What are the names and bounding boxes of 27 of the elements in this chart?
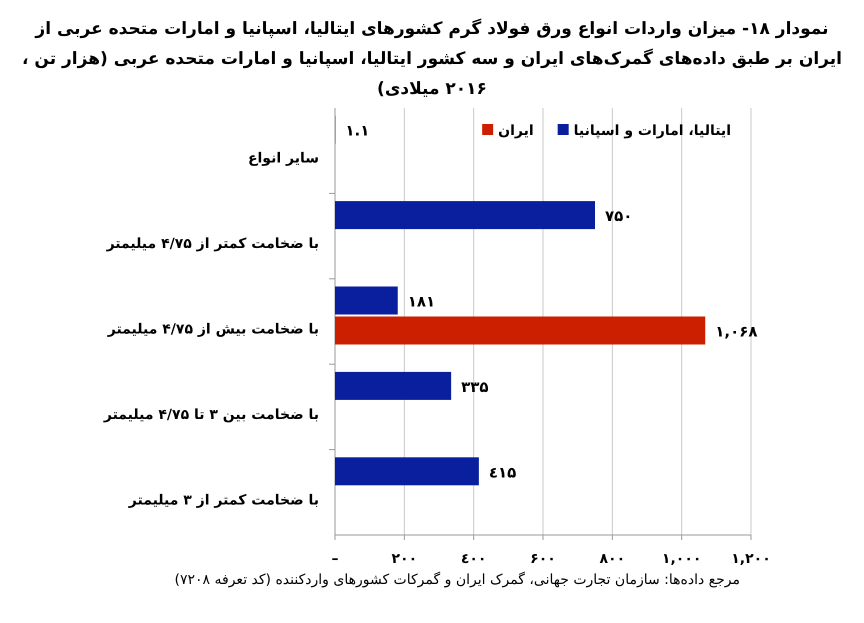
y-tick-label: با ضخامت کمتر از ۳ میلیمتر bbox=[128, 492, 319, 508]
x-tick-label: ۲۰۰ bbox=[392, 551, 418, 567]
y-tick-label: با ضخامت بیش از ۴/۷۵ میلیمتر bbox=[106, 322, 319, 338]
legend-label: ایتالیا، امارات و اسپانیا bbox=[574, 123, 731, 139]
bar bbox=[335, 201, 595, 230]
y-tick-label: با ضخامت بین ۳ تا ۴/۷۵ میلیمتر bbox=[102, 406, 319, 423]
x-tick-label: ٤۰۰ bbox=[460, 551, 486, 567]
bar bbox=[335, 372, 452, 400]
x-tick-label: ۱,۲۰۰ bbox=[731, 551, 771, 567]
bar bbox=[335, 457, 479, 486]
data-label: ۳۳۵ bbox=[461, 378, 489, 396]
x-tick-label: ۱,۰۰۰ bbox=[662, 551, 702, 567]
data-label: ٤۱۵ bbox=[488, 463, 516, 482]
data-label: ۷۵۰ bbox=[605, 207, 632, 226]
bar bbox=[335, 286, 398, 314]
y-tick-label: سایر انواع bbox=[248, 150, 319, 167]
y-tick-label: با ضخامت کمتر از ۴/۷۵ میلیمتر bbox=[106, 236, 319, 252]
bar bbox=[335, 316, 706, 344]
chart-title: نمودار ۱۸- میزان واردات انواع ورق فولاد گرم کشورهای ایتالیا، اسپانیا و امارات متحده عربی از ایران بر طبق داده‌های گمرک‌های ایران و سه کشور ایتالیا، اسپانیا و امارات متحده عربی (هزار تن ، ۲۰۱۶ میلادی) bbox=[21, 18, 843, 101]
data-label: ۱۸۱ bbox=[408, 292, 436, 310]
x-tick-label: ۶۰۰ bbox=[530, 551, 556, 567]
x-tick-label: – bbox=[332, 551, 338, 567]
data-label: ۱,۰۶۸ bbox=[715, 322, 758, 340]
data-label: ۱.۱ bbox=[345, 122, 370, 140]
legend-label: ایران bbox=[498, 123, 534, 139]
text: مرجع داده‌ها: سازمان تجارت جهانی، گمرک ایران و گمرکات کشورهای واردکننده (کد تعرفه ۷۲۰۸) bbox=[174, 572, 740, 588]
x-tick-label: ۸۰۰ bbox=[600, 551, 626, 567]
